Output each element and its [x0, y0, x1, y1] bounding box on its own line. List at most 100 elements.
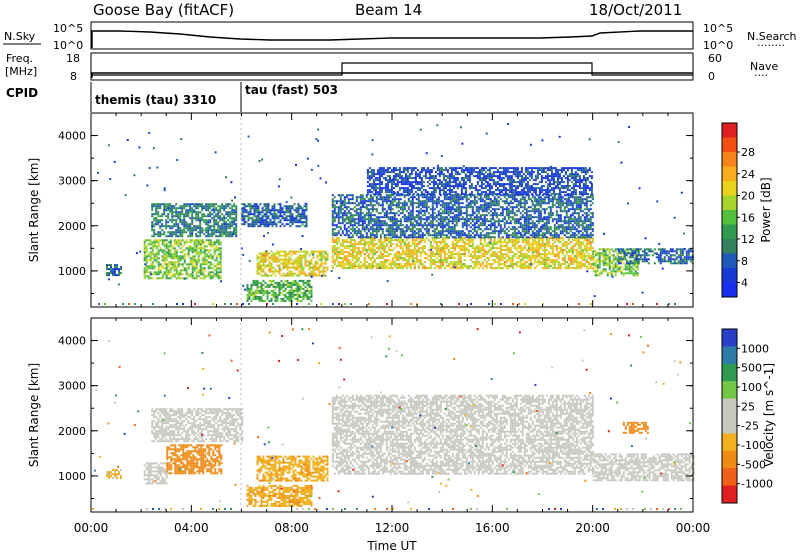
- data-pixel: [276, 250, 279, 253]
- data-pixel: [519, 222, 522, 225]
- data-pixel: [445, 216, 448, 219]
- data-pixel: [417, 241, 420, 244]
- data-pixel: [559, 247, 562, 250]
- data-pixel: [443, 216, 446, 219]
- data-pixel: [243, 207, 246, 210]
- data-pixel: [193, 269, 196, 272]
- data-pixel: [489, 263, 492, 266]
- data-pixel: [457, 245, 460, 248]
- data-pixel: [421, 247, 424, 250]
- data-pixel: [363, 218, 366, 221]
- data-pixel: [515, 239, 518, 242]
- data-pixel: [213, 209, 216, 212]
- data-pixel: [489, 202, 492, 205]
- data-pixel: [401, 251, 404, 254]
- data-pixel: [275, 215, 278, 218]
- data-pixel: [363, 200, 366, 203]
- data-pixel: [589, 255, 592, 258]
- data-pixel: [253, 205, 256, 208]
- data-pixel: [193, 261, 196, 264]
- data-pixel: [207, 227, 210, 230]
- data-pixel: [489, 214, 492, 217]
- data-pixel: [537, 228, 540, 231]
- data-pixel: [543, 224, 546, 227]
- data-pixel: [439, 224, 442, 227]
- data-pixel: [441, 212, 444, 215]
- data-pixel: [499, 263, 502, 266]
- data-pixel: [463, 259, 466, 262]
- data-pixel: [347, 198, 350, 201]
- data-pixel: [453, 200, 456, 203]
- data-pixel: [547, 200, 550, 203]
- data-pixel: [351, 208, 354, 211]
- data-pixel: [495, 247, 498, 250]
- data-pixel: [411, 239, 414, 242]
- data-pixel: [387, 255, 390, 258]
- data-pixel: [153, 213, 156, 216]
- data-pixel: [537, 196, 540, 199]
- data-pixel: [543, 222, 546, 225]
- data-pixel: [473, 198, 476, 201]
- data-pixel: [219, 259, 222, 262]
- data-pixel: [447, 263, 450, 266]
- data-pixel: [511, 261, 514, 264]
- data-pixel: [281, 207, 284, 210]
- data-pixel: [294, 266, 297, 269]
- data-pixel: [149, 271, 152, 274]
- data-pixel: [175, 215, 178, 218]
- data-pixel: [377, 247, 380, 250]
- data-pixel: [383, 214, 386, 217]
- data-pixel: [561, 249, 564, 252]
- data-pixel: [413, 234, 416, 237]
- data-pixel: [475, 210, 478, 213]
- data-pixel: [149, 255, 152, 258]
- data-pixel: [284, 254, 287, 257]
- data-pixel: [439, 259, 442, 262]
- data-pixel: [393, 263, 396, 266]
- data-pixel: [427, 234, 430, 237]
- data-pixel: [415, 253, 418, 256]
- data-pixel: [371, 224, 374, 227]
- data-pixel: [191, 233, 194, 236]
- data-pixel: [459, 208, 462, 211]
- data-pixel: [215, 257, 218, 260]
- data-pixel: [539, 245, 542, 248]
- data-pixel: [473, 255, 476, 258]
- data-pixel: [145, 275, 148, 278]
- data-pixel: [304, 258, 307, 261]
- data-pixel: [217, 273, 220, 276]
- data-pixel: [296, 256, 299, 259]
- data-pixel: [296, 291, 299, 294]
- data-pixel: [405, 243, 408, 246]
- data-pixel: [519, 265, 522, 268]
- data-pixel: [207, 231, 210, 234]
- data-pixel: [254, 279, 257, 282]
- data-pixel: [169, 207, 172, 210]
- data-pixel: [459, 245, 462, 248]
- data-pixel: [453, 226, 456, 229]
- data-pixel: [399, 202, 402, 205]
- data-pixel: [577, 267, 580, 270]
- data-pixel: [273, 213, 276, 216]
- data-pixel: [391, 218, 394, 221]
- data-pixel: [143, 247, 146, 250]
- data-pixel: [445, 243, 448, 246]
- data-pixel: [467, 234, 470, 237]
- data-pixel: [541, 194, 544, 197]
- data-pixel: [179, 251, 182, 254]
- data-pixel: [157, 251, 160, 254]
- data-pixel: [331, 237, 334, 240]
- data-pixel: [183, 221, 186, 224]
- data-pixel: [375, 232, 378, 235]
- data-pixel: [415, 202, 418, 205]
- data-pixel: [505, 210, 508, 213]
- data-pixel: [507, 202, 510, 205]
- data-pixel: [401, 210, 404, 213]
- data-pixel: [431, 214, 434, 217]
- data-pixel: [371, 245, 374, 248]
- data-pixel: [246, 293, 249, 296]
- data-pixel: [252, 279, 255, 282]
- data-pixel: [187, 265, 190, 268]
- data-pixel: [114, 270, 116, 273]
- data-pixel: [246, 289, 249, 292]
